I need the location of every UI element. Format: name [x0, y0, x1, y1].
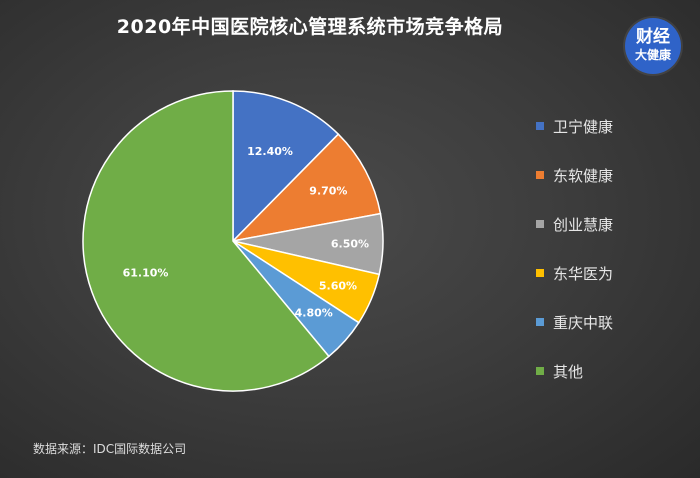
legend-swatch: [536, 122, 544, 130]
legend-item-6: 其他: [536, 362, 613, 381]
pie-slice-1: [232, 90, 340, 243]
legend-item-2: 东软健康: [536, 166, 614, 185]
logo-line-1: 财经: [636, 27, 670, 47]
legend-item-5: 重庆中联: [536, 313, 614, 332]
legend-label: 创业慧康: [553, 215, 614, 234]
pie-data-label-4: 5.60%: [319, 279, 357, 292]
pie-slice-6: [82, 90, 330, 392]
legend-swatch: [536, 367, 544, 375]
pie-slice-2: [230, 133, 382, 243]
pie-data-label-3: 6.50%: [331, 237, 369, 250]
pie-data-label-2: 9.70%: [309, 184, 347, 197]
legend-swatch: [536, 220, 544, 228]
pie-data-label-6: 61.10%: [123, 267, 169, 280]
chart-legend: 卫宁健康东软健康创业慧康东华医为重庆中联其他: [536, 118, 613, 412]
source-note: 数据来源：IDC国际数据公司: [33, 442, 187, 456]
legend-label: 东华医为: [553, 264, 614, 283]
legend-label: 东软健康: [553, 166, 614, 185]
legend-label: 重庆中联: [553, 313, 614, 332]
legend-swatch: [536, 318, 544, 326]
legend-label: 其他: [553, 362, 584, 381]
legend-swatch: [536, 171, 544, 179]
legend-label: 卫宁健康: [553, 117, 614, 136]
legend-item-3: 创业慧康: [536, 215, 614, 234]
logo-line-2: 大健康: [634, 48, 671, 62]
brand-logo: 财经 大健康: [625, 18, 681, 74]
chart-title: 2020年中国医院核心管理系统市场竞争格局: [116, 16, 504, 38]
legend-swatch: [536, 269, 544, 277]
legend-item-1: 卫宁健康: [536, 117, 614, 136]
pie-data-labels: 12.40% 9.70% 6.50% 5.60% 4.80% 61.10%: [123, 145, 369, 320]
pie-data-label-5: 4.80%: [295, 307, 333, 320]
pie-slices: [82, 90, 384, 392]
legend-item-4: 东华医为: [536, 264, 614, 283]
pie-data-label-1: 12.40%: [247, 145, 293, 158]
